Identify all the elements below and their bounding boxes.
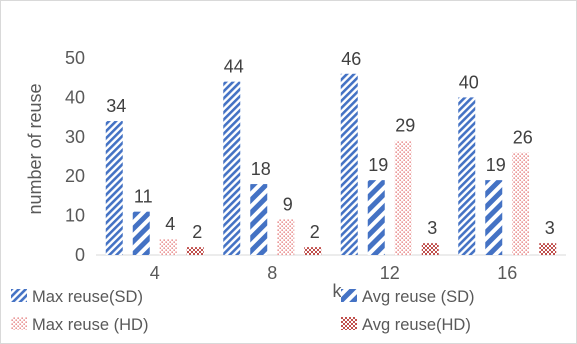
- legend-label: Avg reuse (SD): [362, 288, 475, 306]
- legend-item: Avg reuse (SD): [341, 288, 475, 306]
- data-label: 46: [341, 49, 361, 69]
- data-label: 11: [134, 187, 153, 207]
- data-label: 3: [545, 218, 555, 238]
- legend-label: Max reuse (HD): [32, 316, 148, 334]
- x-tick-label: 12: [380, 263, 400, 283]
- data-label: 4: [165, 214, 175, 234]
- bar: [159, 239, 177, 255]
- data-label: 9: [283, 195, 293, 215]
- data-label: 3: [427, 218, 437, 238]
- bar: [512, 152, 530, 255]
- bar: [304, 247, 322, 255]
- bar: [539, 243, 557, 255]
- x-axis-ticks: 4 8 12 16: [150, 263, 518, 283]
- bar: [250, 184, 268, 255]
- bar: [458, 97, 476, 256]
- x-axis-title: k: [333, 281, 343, 301]
- bar: [105, 121, 123, 255]
- data-label: 34: [106, 96, 126, 116]
- bar: [485, 180, 503, 255]
- data-label: 18: [251, 159, 271, 179]
- data-label: 29: [395, 116, 415, 136]
- legend-item: Max reuse(SD): [11, 288, 143, 306]
- bar: [340, 73, 358, 255]
- bar: [277, 219, 295, 255]
- legend-swatch: [341, 317, 357, 330]
- x-tick-label: 8: [267, 263, 277, 283]
- data-label: 2: [310, 222, 320, 242]
- legend-item: Avg reuse(HD): [341, 316, 471, 334]
- data-label: 19: [368, 155, 388, 175]
- y-tick-label: 20: [65, 166, 85, 186]
- legend-swatch: [11, 289, 27, 302]
- legend-label: Avg reuse(HD): [362, 316, 471, 334]
- legend-label: Max reuse(SD): [32, 288, 143, 306]
- y-tick-label: 50: [65, 48, 85, 68]
- bar: [367, 180, 385, 255]
- bar: [223, 81, 241, 255]
- y-axis-ticks: 0 10 20 30 40 50: [65, 48, 85, 265]
- bar: [394, 140, 412, 255]
- bar-series-group: [105, 73, 557, 256]
- bar: [132, 211, 150, 255]
- legend: Max reuse(SD) Avg reuse (SD) Max reuse (HD…: [11, 288, 475, 334]
- y-tick-label: 0: [75, 245, 85, 265]
- data-label: 44: [224, 57, 244, 77]
- x-tick-label: 16: [497, 263, 517, 283]
- data-label: 40: [459, 72, 479, 92]
- legend-item: Max reuse (HD): [11, 316, 148, 334]
- x-tick-label: 4: [150, 263, 160, 283]
- y-axis-title: number of reuse: [25, 83, 45, 214]
- y-tick-label: 10: [65, 206, 85, 226]
- bar: [186, 247, 204, 255]
- y-tick-label: 40: [65, 87, 85, 107]
- data-label: 26: [513, 128, 533, 148]
- legend-swatch: [341, 289, 357, 302]
- y-tick-label: 30: [65, 127, 85, 147]
- legend-swatch: [11, 317, 27, 330]
- data-label: 2: [192, 222, 202, 242]
- data-label: 19: [486, 155, 506, 175]
- bar: [421, 243, 439, 255]
